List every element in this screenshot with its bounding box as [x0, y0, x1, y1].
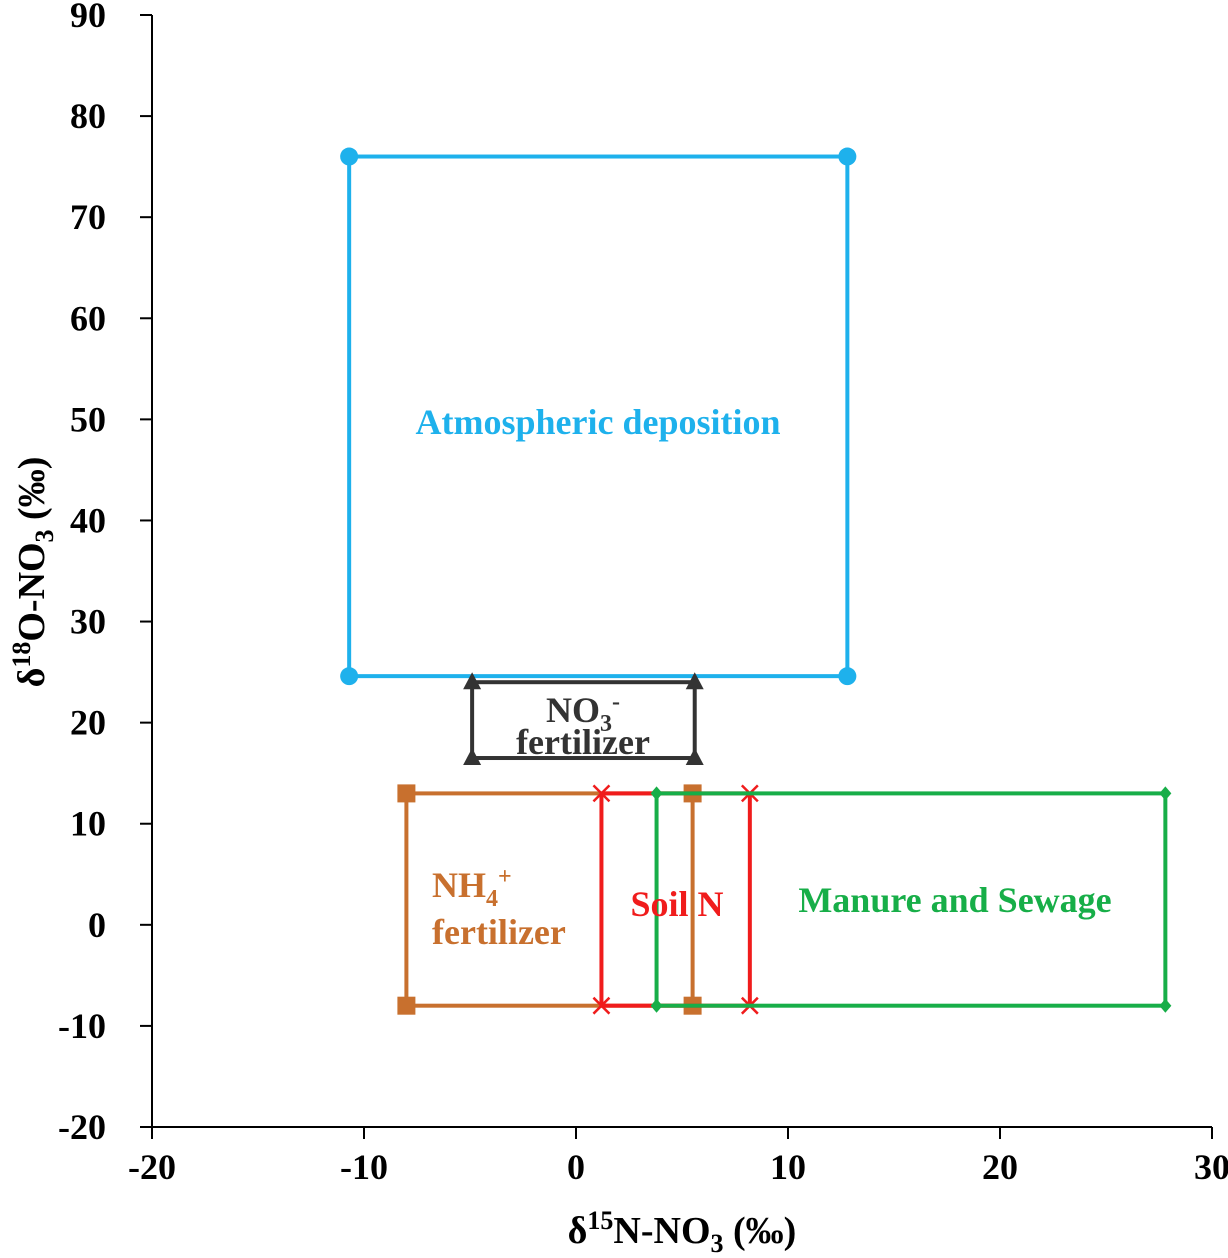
region-box — [654, 791, 1168, 1008]
y-tick-label: -10 — [58, 1006, 106, 1046]
x-tick-label: 20 — [982, 1147, 1018, 1187]
y-tick-label: 0 — [88, 905, 106, 945]
label-atmospheric-deposition: Atmospheric deposition — [415, 402, 780, 442]
label-soil-n: Soil N — [630, 884, 723, 924]
x-tick-label: 30 — [1194, 1147, 1228, 1187]
corner-marker — [340, 667, 359, 686]
region-box — [347, 154, 850, 679]
axes: -20 -10 0 10 20 30 40 50 60 70 80 90 -20 -10 0 10 20 30 — [58, 0, 1228, 1187]
axis-titles: δ15N-NO3 (‰) δ18O-NO3 (‰) — [7, 457, 796, 1258]
region-manure-and-sewage — [650, 786, 1172, 1013]
corner-marker — [650, 998, 663, 1013]
corner-marker — [838, 147, 857, 166]
y-tick-label: 80 — [70, 96, 106, 136]
corner-marker — [397, 996, 416, 1015]
region-box — [404, 791, 695, 1008]
x-tick-label: -20 — [128, 1147, 176, 1187]
region-atmospheric-deposition — [340, 147, 857, 686]
y-tick-label: 10 — [70, 804, 106, 844]
corner-marker — [650, 786, 663, 801]
label-nh4-fertilizer-formula: NH4+ — [432, 864, 512, 912]
corner-marker-stroke — [592, 996, 611, 1015]
label-nh4-fertilizer-word: fertilizer — [432, 912, 566, 952]
y-axis-title: δ18O-NO3 (‰) — [7, 457, 59, 688]
corner-marker — [463, 672, 482, 690]
x-tick-label: 10 — [770, 1147, 806, 1187]
y-tick-label: 70 — [70, 197, 106, 237]
y-tick-label: 30 — [70, 602, 106, 642]
corner-marker — [685, 748, 704, 766]
region-no3-fertilizer — [463, 672, 704, 766]
corner-marker — [397, 784, 416, 803]
source-regions — [340, 147, 1172, 1015]
corner-marker — [1159, 786, 1172, 801]
corner-marker-stroke — [592, 784, 611, 803]
y-tick-label: 20 — [70, 703, 106, 743]
label-no3-fertilizer-word: fertilizer — [516, 722, 650, 762]
y-tick-label: 60 — [70, 298, 106, 338]
region-box — [470, 680, 697, 761]
x-axis-title: δ15N-NO3 (‰) — [568, 1206, 797, 1258]
corner-marker — [1159, 998, 1172, 1013]
y-tick-label: 50 — [70, 399, 106, 439]
y-tick-label: 90 — [70, 0, 106, 35]
region-labels: Atmospheric deposition NO3- fertilizer N… — [415, 402, 1111, 952]
corner-marker — [340, 147, 359, 166]
corner-marker — [592, 784, 611, 803]
x-tick-label: 0 — [567, 1147, 585, 1187]
corner-marker — [463, 748, 482, 766]
y-tick-label: 40 — [70, 500, 106, 540]
x-tick-label: -10 — [340, 1147, 388, 1187]
corner-marker — [685, 672, 704, 690]
corner-marker — [592, 996, 611, 1015]
corner-marker — [838, 667, 857, 686]
label-manure-and-sewage: Manure and Sewage — [798, 880, 1111, 920]
y-tick-label: -20 — [58, 1107, 106, 1147]
